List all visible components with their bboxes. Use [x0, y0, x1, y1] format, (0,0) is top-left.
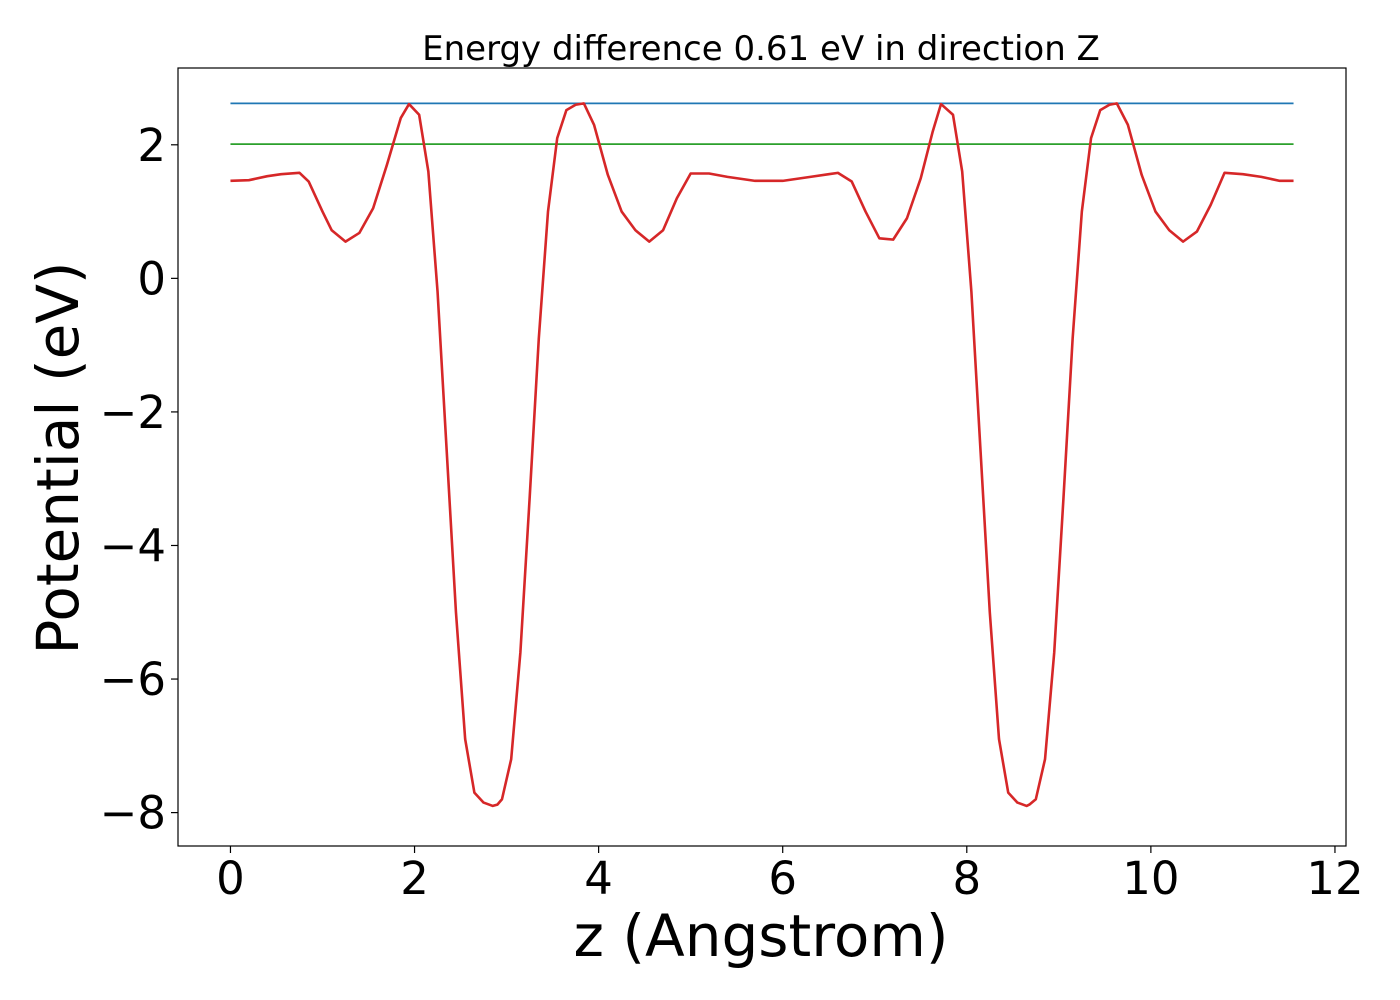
x-tick-label: 6 [768, 852, 797, 905]
x-tick-label: 8 [952, 852, 981, 905]
y-tick-label: −6 [100, 653, 166, 706]
x-tick-label: 2 [400, 852, 429, 905]
chart-title: Energy difference 0.61 eV in direction Z [422, 29, 1100, 69]
y-tick-label: −2 [100, 386, 166, 439]
plot-frame [177, 67, 1347, 847]
x-tick-label: 4 [584, 852, 613, 905]
x-axis-label: z (Angstrom) [574, 902, 949, 970]
y-axis-label: Potential (eV) [24, 261, 92, 654]
plot-area: 0 2 4 6 8 10 12 −8 −6 −4 −2 0 2 [100, 67, 1364, 905]
x-tick-label: 0 [216, 852, 245, 905]
y-tick-label: 0 [137, 252, 166, 305]
x-tick-label: 12 [1306, 852, 1363, 905]
series-line-3 [230, 102, 1294, 808]
y-tick-label: −8 [100, 787, 166, 840]
y-tick-label: −4 [100, 519, 166, 572]
y-tick-label: 2 [137, 119, 166, 172]
x-tick-label: 10 [1122, 852, 1179, 905]
